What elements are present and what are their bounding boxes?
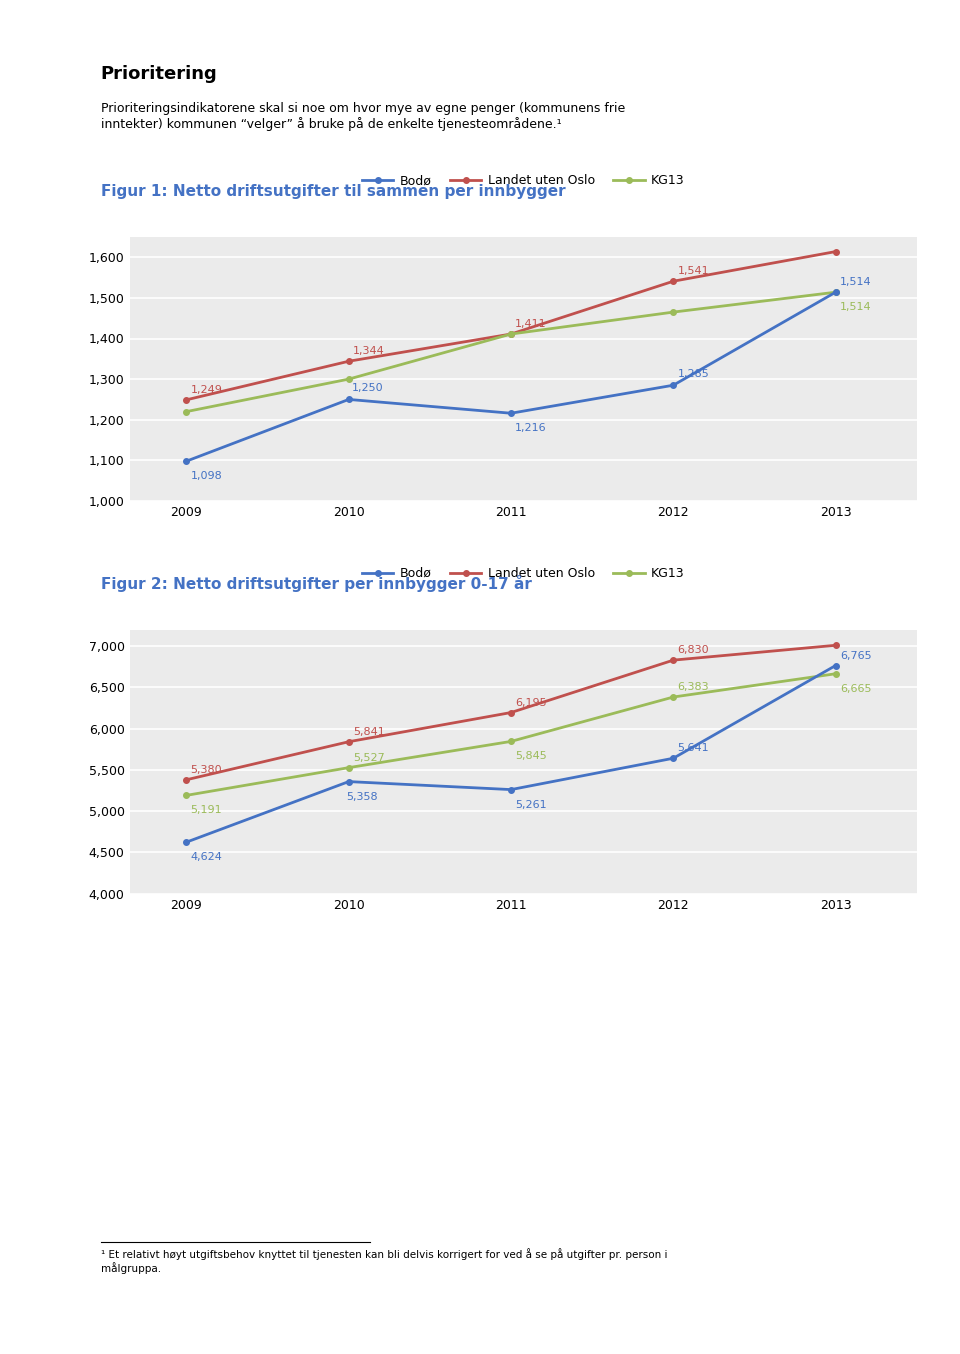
Text: Figur 1: Netto driftsutgifter til sammen per innbygger: Figur 1: Netto driftsutgifter til sammen… — [101, 184, 565, 199]
Text: 5,261: 5,261 — [516, 800, 547, 810]
Text: 6,830: 6,830 — [678, 646, 709, 655]
Text: 6,195: 6,195 — [516, 697, 547, 708]
Text: 5,191: 5,191 — [191, 806, 222, 815]
Legend: Bodø, Landet uten Oslo, KG13: Bodø, Landet uten Oslo, KG13 — [357, 169, 689, 192]
Text: Prioriteringsindikatorene skal si noe om hvor mye av egne penger (kommunens frie: Prioriteringsindikatorene skal si noe om… — [101, 102, 625, 131]
Text: 1,514: 1,514 — [840, 302, 872, 313]
Text: 1,250: 1,250 — [351, 383, 383, 393]
Text: Prioritering: Prioritering — [101, 65, 218, 83]
Text: 1,344: 1,344 — [353, 347, 385, 356]
Text: 1,411: 1,411 — [516, 320, 547, 329]
Text: 5,641: 5,641 — [678, 743, 709, 753]
Text: 6,765: 6,765 — [840, 650, 872, 661]
Text: 5,527: 5,527 — [353, 753, 385, 762]
Text: 1,098: 1,098 — [191, 471, 223, 481]
Text: 1,249: 1,249 — [191, 385, 223, 395]
Text: 5,845: 5,845 — [516, 751, 547, 761]
Text: 5,358: 5,358 — [346, 792, 377, 802]
Text: 5,380: 5,380 — [191, 765, 222, 774]
Text: 4,624: 4,624 — [191, 852, 223, 862]
Text: 1,285: 1,285 — [678, 368, 709, 379]
Text: 6,665: 6,665 — [840, 684, 872, 693]
Text: 6,383: 6,383 — [678, 682, 709, 692]
Text: ¹ Et relativt høyt utgiftsbehov knyttet til tjenesten kan bli delvis korrigert f: ¹ Et relativt høyt utgiftsbehov knyttet … — [101, 1248, 667, 1274]
Text: 1,541: 1,541 — [678, 267, 709, 276]
Text: Figur 2: Netto driftsutgifter per innbygger 0-17 år: Figur 2: Netto driftsutgifter per innbyg… — [101, 575, 532, 593]
Text: 1,514: 1,514 — [840, 278, 872, 287]
Legend: Bodø, Landet uten Oslo, KG13: Bodø, Landet uten Oslo, KG13 — [357, 562, 689, 585]
Text: 5,841: 5,841 — [353, 727, 385, 737]
Text: 1,216: 1,216 — [516, 424, 547, 433]
